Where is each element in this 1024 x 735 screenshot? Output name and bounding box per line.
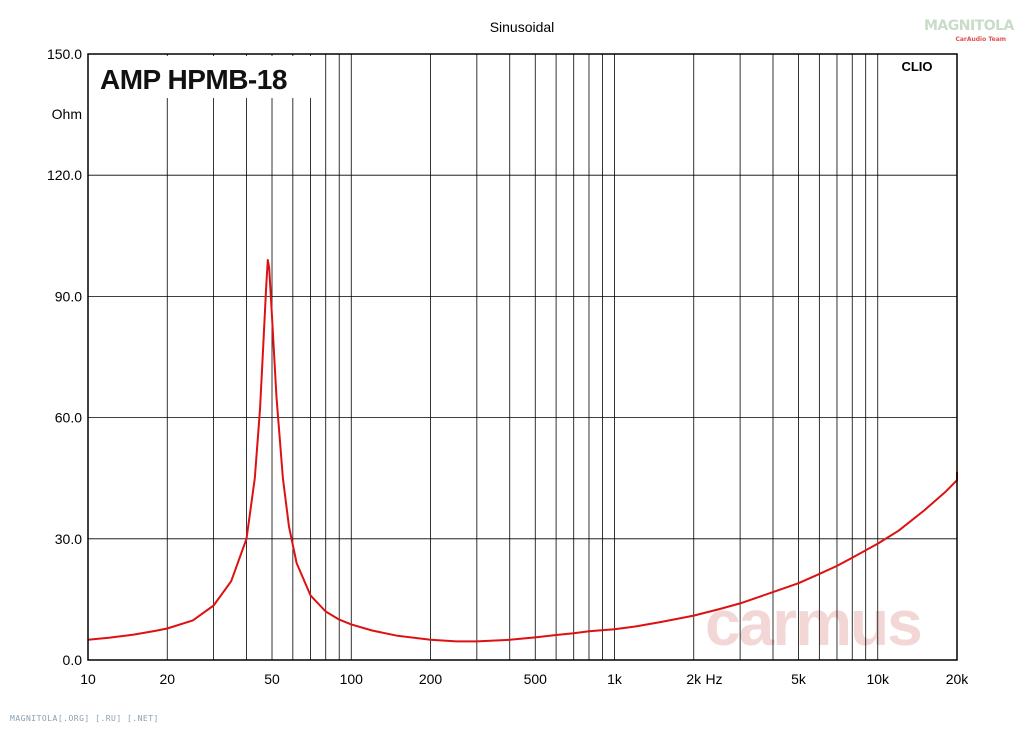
footer-text: MAGNITOLA[.ORG] [.RU] [.NET] (10, 714, 159, 723)
x-tick-labels: 10 20 50 100 200 500 1k 2k 5k 10k 20k (80, 671, 969, 687)
brand-box: CLIO (890, 56, 944, 76)
overlay-title: AMP HPMB-18 (100, 64, 287, 95)
overlay-title-box: AMP HPMB-18 (91, 56, 321, 98)
watermark: carmus (705, 587, 923, 659)
x-axis-unit: Hz (705, 671, 722, 687)
logo-main: MAGNITOLA (924, 18, 1014, 34)
y-tick-labels: 0.0 30.0 60.0 90.0 120.0 150.0 (47, 46, 82, 668)
y-tick-label: 60.0 (55, 410, 82, 426)
x-tick-label: 100 (340, 671, 364, 687)
plot-frame (87, 53, 958, 661)
y-axis-label: Ohm (52, 106, 82, 122)
y-tick-label: 150.0 (47, 46, 82, 62)
x-tick-label: 20 (159, 671, 175, 687)
magnitola-logo: MAGNITOLA CarAudio Team (924, 18, 1014, 48)
y-tick-label: 30.0 (55, 531, 82, 547)
impedance-curve (87, 259, 958, 643)
x-tick-label: 50 (264, 671, 280, 687)
x-tick-label: 2k (686, 671, 702, 687)
grid (87, 53, 958, 661)
x-tick-label: 5k (791, 671, 807, 687)
chart-title: Sinusoidal (490, 19, 555, 35)
logo-sub: CarAudio Team (955, 36, 1006, 43)
x-tick-label: 10 (80, 671, 96, 687)
brand-label: CLIO (901, 59, 932, 74)
x-tick-label: 1k (607, 671, 623, 687)
y-tick-label: 90.0 (55, 288, 82, 304)
series-line-group (87, 259, 958, 643)
svg-text:carmus: carmus (705, 587, 921, 659)
x-tick-label: 500 (524, 671, 548, 687)
y-tick-label: 120.0 (47, 167, 82, 183)
y-tick-label: 0.0 (63, 652, 83, 668)
x-tick-label: 200 (419, 671, 443, 687)
x-tick-label: 10k (866, 671, 890, 687)
x-tick-label: 20k (946, 671, 970, 687)
